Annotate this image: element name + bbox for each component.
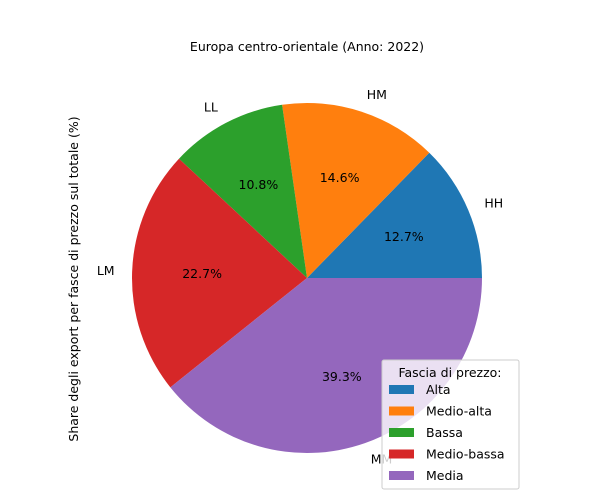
y-axis-label: Share degli export per fasce di prezzo s… [66,116,81,441]
legend-title: Fascia di prezzo: [398,365,501,380]
slice-label-hm: HM [367,87,387,102]
legend-swatch-ll [389,428,414,437]
pie-slice-lm [131,158,307,388]
pct-label-hh: 12.7% [384,229,424,244]
pct-label-hm: 14.6% [320,170,360,185]
slice-label-lm: LM [97,263,115,278]
legend-swatch-lm [389,449,414,459]
pie-slice-hh [307,152,482,278]
legend-swatch-hh [389,385,414,394]
legend-swatch-mm [389,471,414,480]
legend-label-mm: Media [426,468,464,483]
legend-label-lm: Medio-bassa [426,447,505,462]
legend-label-hh: Alta [426,382,451,397]
pct-label-lm: 22.7% [182,266,222,281]
pie-slice-ll [178,104,307,278]
slice-label-ll: LL [204,99,218,114]
pie-slice-hm [282,102,430,278]
legend-swatch-hm [389,406,414,416]
chart-title: Europa centro-orientale (Anno: 2022) [190,39,424,54]
legend-label-ll: Bassa [426,425,463,440]
legend: Fascia di prezzo: Alta Medio-alta Bassa Med… [381,359,520,490]
legend-label-hm: Medio-alta [426,404,492,419]
slice-label-hh: HH [484,195,503,210]
pct-label-ll: 10.8% [239,177,279,192]
pct-label-mm: 39.3% [322,369,362,384]
legend-frame [381,359,520,490]
